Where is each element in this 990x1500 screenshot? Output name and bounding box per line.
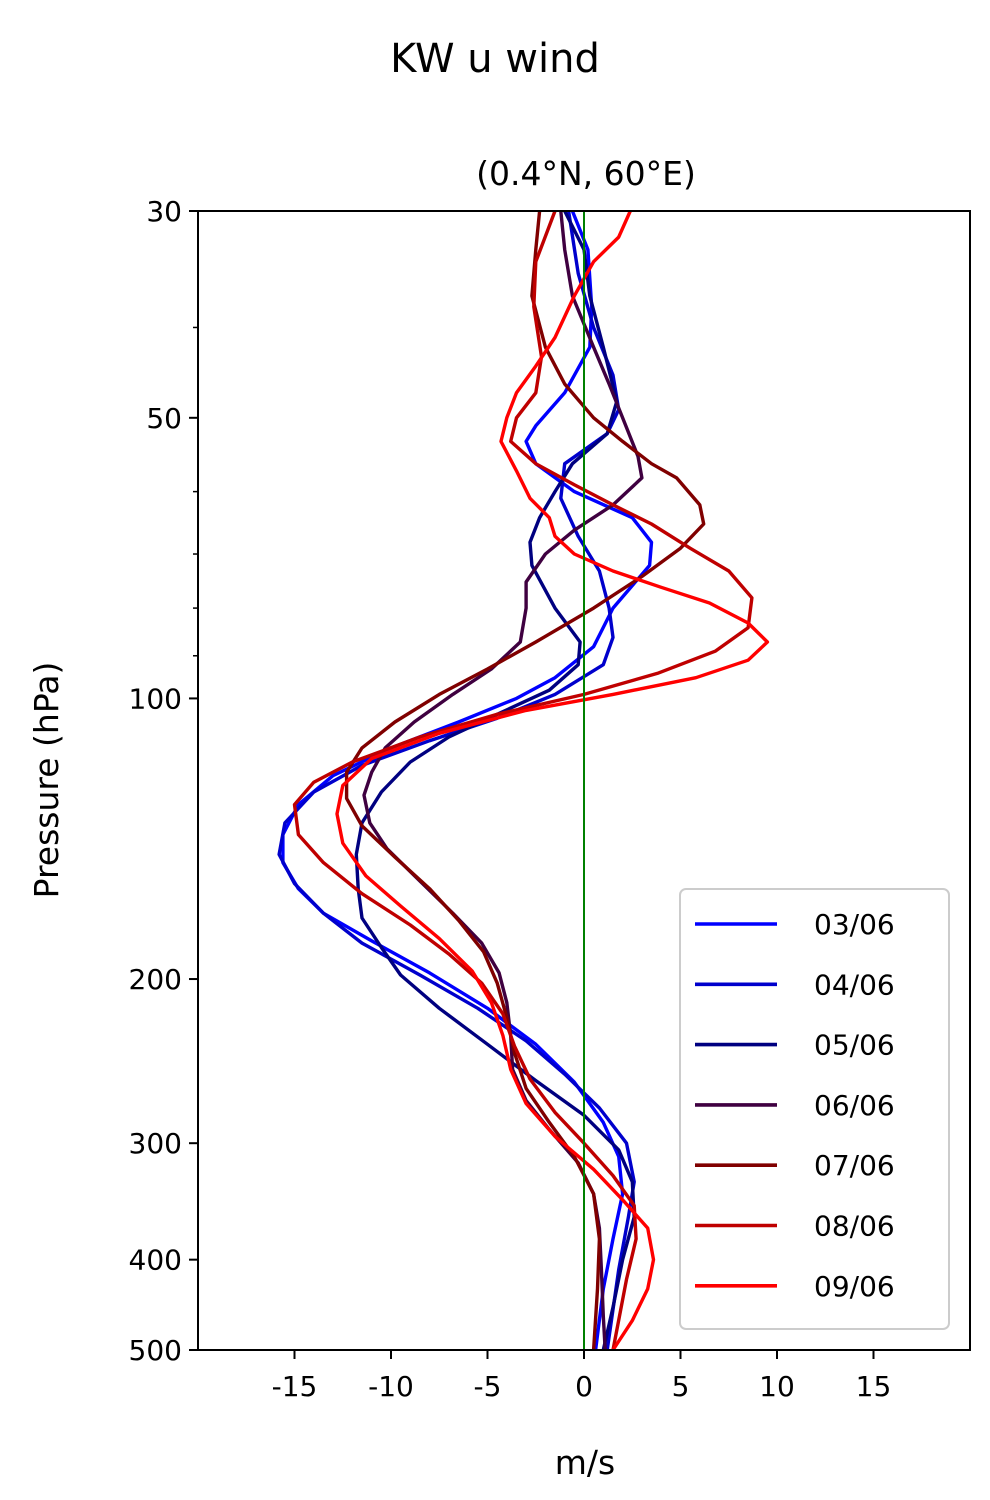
series-line-6 bbox=[335, 210, 770, 1351]
legend-label: 08/06 bbox=[814, 1210, 895, 1243]
legend-label: 06/06 bbox=[814, 1089, 895, 1122]
y-tick-label: 500 bbox=[129, 1334, 182, 1367]
x-tick-label: -5 bbox=[474, 1370, 502, 1403]
y-tick-label: 200 bbox=[129, 963, 182, 996]
x-tick-label: -15 bbox=[272, 1370, 318, 1403]
legend-label: 05/06 bbox=[814, 1029, 895, 1062]
x-tick-label: 10 bbox=[759, 1370, 795, 1403]
x-tick-label: -10 bbox=[368, 1370, 414, 1403]
legend-box bbox=[679, 888, 950, 1330]
series-line-2 bbox=[354, 210, 636, 1351]
y-tick-label: 400 bbox=[129, 1244, 182, 1277]
x-tick-label: 15 bbox=[856, 1370, 892, 1403]
y-tick-label: 30 bbox=[146, 195, 182, 228]
series-line-3 bbox=[362, 210, 644, 1351]
legend: 03/06 04/06 05/06 06/06 07/06 08/06 09/06 bbox=[679, 888, 950, 1330]
series-line-0 bbox=[281, 210, 654, 1351]
x-tick-label: 5 bbox=[672, 1370, 690, 1403]
y-tick-label: 300 bbox=[129, 1127, 182, 1160]
chart-title: KW u wind bbox=[390, 36, 600, 82]
legend-label: 09/06 bbox=[814, 1270, 895, 1303]
x-ticks: -15 -10 -5 0 5 10 15 bbox=[272, 1350, 892, 1403]
legend-label: 04/06 bbox=[814, 968, 895, 1001]
series-line-5 bbox=[292, 210, 754, 1351]
legend-label: 07/06 bbox=[814, 1149, 895, 1182]
legend-label: 03/06 bbox=[814, 908, 895, 941]
x-axis-label: m/s bbox=[555, 1443, 615, 1482]
x-tick-label: 0 bbox=[575, 1370, 593, 1403]
y-axis-label: Pressure (hPa) bbox=[27, 662, 66, 899]
chart-subtitle: (0.4°N, 60°E) bbox=[476, 154, 696, 193]
series-line-4 bbox=[344, 210, 706, 1351]
series-line-1 bbox=[277, 210, 636, 1351]
y-tick-label: 50 bbox=[146, 402, 182, 435]
y-ticks: 30 50 100 200 300 400 500 bbox=[129, 195, 198, 1367]
y-tick-label: 100 bbox=[129, 682, 182, 715]
